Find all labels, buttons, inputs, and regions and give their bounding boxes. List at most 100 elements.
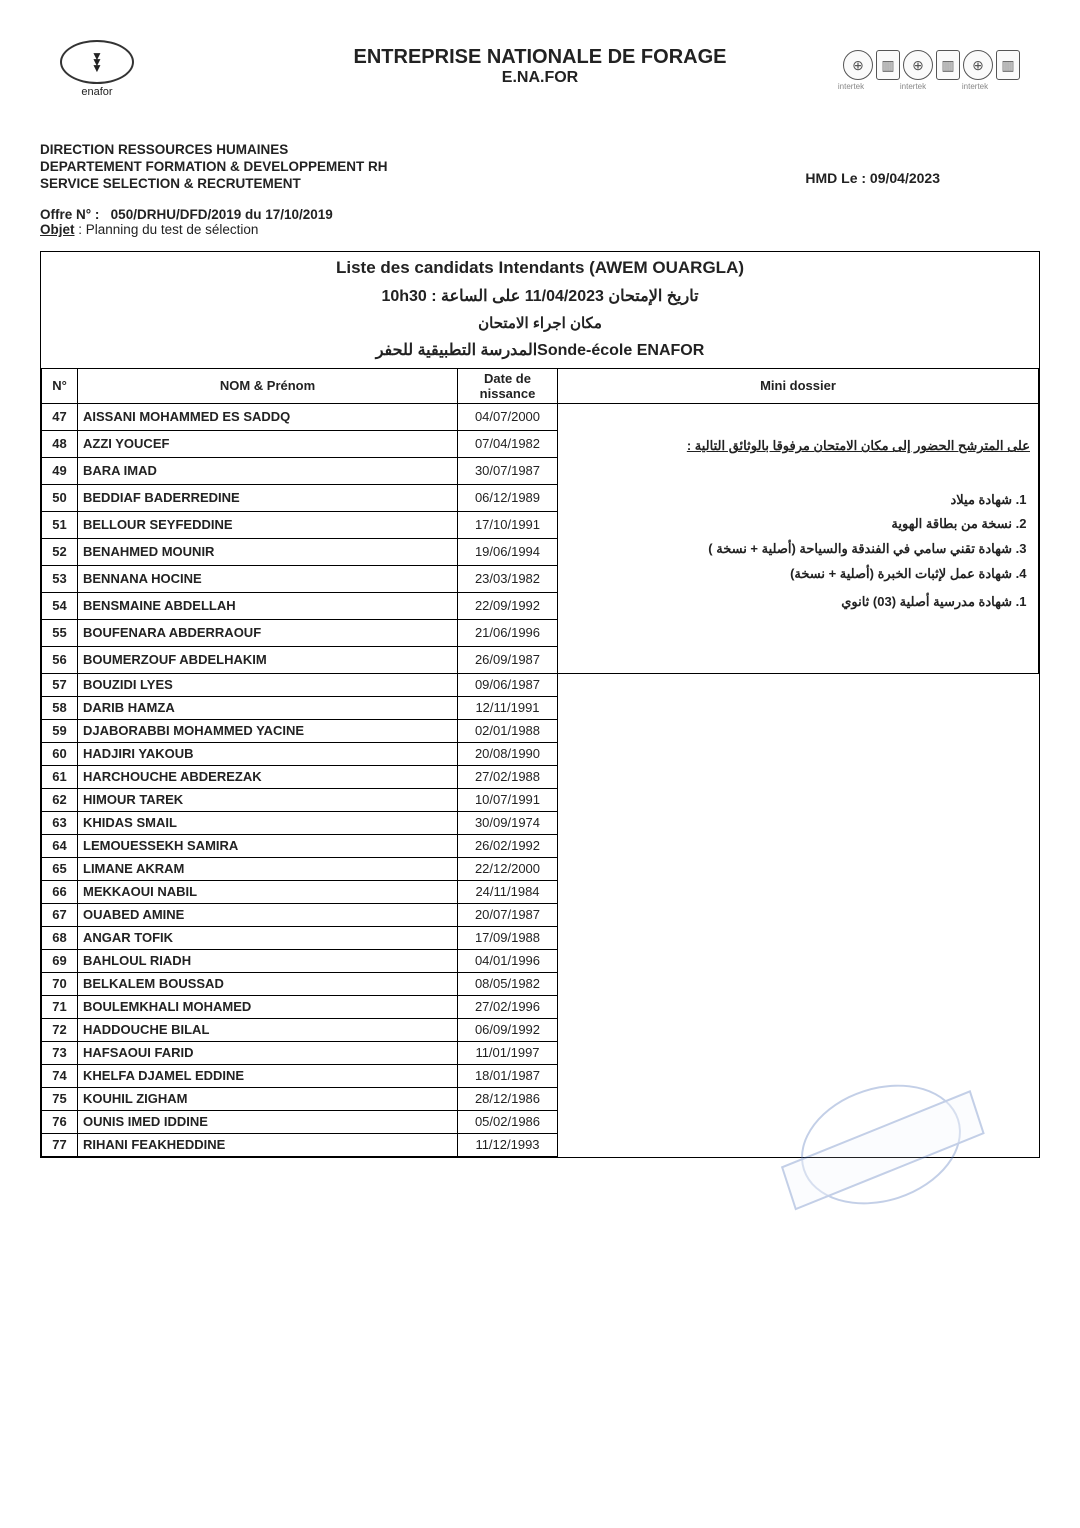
cell-name: OUABED AMINE — [78, 903, 458, 926]
cert-sublabels: intertek intertek intertek — [837, 82, 1020, 91]
table-row: 67OUABED AMINE20/07/1987 — [42, 903, 1039, 926]
objet-label: Objet — [40, 222, 75, 237]
table-row: 58DARIB HAMZA12/11/1991 — [42, 696, 1039, 719]
cert-sublabel: intertek — [961, 82, 989, 91]
cell-name: RIHANI FEAKHEDDINE — [78, 1133, 458, 1156]
table-row: 57BOUZIDI LYES09/06/1987 — [42, 673, 1039, 696]
cell-name: BELLOUR SEYFEDDINE — [78, 511, 458, 538]
cell-dob: 24/11/1984 — [458, 880, 558, 903]
cell-name: AISSANI MOHAMMED ES SADDQ — [78, 403, 458, 430]
cell-num: 60 — [42, 742, 78, 765]
cell-dob: 26/02/1992 — [458, 834, 558, 857]
globe-icon: ⊕ — [903, 50, 933, 80]
cell-dob: 17/09/1988 — [458, 926, 558, 949]
offre-value: 050/DRHU/DFD/2019 du 17/10/2019 — [111, 207, 333, 222]
cell-name: MEKKAOUI NABIL — [78, 880, 458, 903]
dossier-item: نسخة من بطاقة الهوية — [566, 512, 1012, 537]
cell-num: 59 — [42, 719, 78, 742]
cell-name: BENSMAINE ABDELLAH — [78, 592, 458, 619]
cell-dob: 22/09/1992 — [458, 592, 558, 619]
objet-line: Objet : Planning du test de sélection — [40, 222, 1040, 237]
table-row: 60HADJIRI YAKOUB20/08/1990 — [42, 742, 1039, 765]
cell-dob: 10/07/1991 — [458, 788, 558, 811]
cell-name: AZZI YOUCEF — [78, 430, 458, 457]
dossier-item: شهادة تقني سامي في الفندقة والسياحة (أصل… — [566, 537, 1012, 562]
school-line: المدرسة التطبيقية للحفرSonde-école ENAFO… — [41, 334, 1039, 368]
cell-num: 62 — [42, 788, 78, 811]
cell-dob: 22/12/2000 — [458, 857, 558, 880]
cell-dob: 27/02/1996 — [458, 995, 558, 1018]
cell-name: HADJIRI YAKOUB — [78, 742, 458, 765]
cell-name: DJABORABBI MOHAMMED YACINE — [78, 719, 458, 742]
cell-num: 76 — [42, 1110, 78, 1133]
table-row: 47AISSANI MOHAMMED ES SADDQ04/07/2000على… — [42, 403, 1039, 430]
cell-num: 53 — [42, 565, 78, 592]
dossier-item: شهادة عمل لإثبات الخبرة (أصلية + نسخة) — [566, 562, 1012, 587]
globe-icon: ⊕ — [963, 50, 993, 80]
cell-dob: 07/04/1982 — [458, 430, 558, 457]
cell-name: HARCHOUCHE ABDEREZAK — [78, 765, 458, 788]
page: ▼▼▼ enafor ⊕ ▥ ⊕ ▥ ⊕ ▥ intertek intertek… — [40, 40, 1040, 1158]
offre-label: Offre N° : — [40, 207, 99, 222]
table-row: 63KHIDAS SMAIL30/09/1974 — [42, 811, 1039, 834]
col-dob: Date de nissance — [458, 368, 558, 403]
cell-num: 48 — [42, 430, 78, 457]
cell-dob: 30/07/1987 — [458, 457, 558, 484]
cell-name: LIMANE AKRAM — [78, 857, 458, 880]
cell-num: 66 — [42, 880, 78, 903]
exam-place-label: مكان اجراء الامتحان — [41, 308, 1039, 334]
cell-num: 63 — [42, 811, 78, 834]
dossier-list: شهادة مدرسية أصلية (03) ثانوي — [566, 590, 1030, 615]
cell-dob: 28/12/1986 — [458, 1087, 558, 1110]
cell-num: 49 — [42, 457, 78, 484]
cell-num: 68 — [42, 926, 78, 949]
cell-name: BARA IMAD — [78, 457, 458, 484]
cell-dob: 26/09/1987 — [458, 646, 558, 673]
cell-name: BAHLOUL RIADH — [78, 949, 458, 972]
table-row: 64LEMOUESSEKH SAMIRA26/02/1992 — [42, 834, 1039, 857]
cell-dob: 06/12/1989 — [458, 484, 558, 511]
cell-name: BOUMERZOUF ABDELHAKIM — [78, 646, 458, 673]
cell-dob: 18/01/1987 — [458, 1064, 558, 1087]
table-row: 66MEKKAOUI NABIL24/11/1984 — [42, 880, 1039, 903]
cell-name: BENNANA HOCINE — [78, 565, 458, 592]
table-row: 62HIMOUR TAREK10/07/1991 — [42, 788, 1039, 811]
cell-num: 54 — [42, 592, 78, 619]
cell-num: 64 — [42, 834, 78, 857]
cert-icon: ▥ — [936, 50, 960, 80]
cert-badges: ⊕ ▥ ⊕ ▥ ⊕ ▥ — [843, 50, 1020, 80]
objet-value: : Planning du test de sélection — [78, 222, 258, 237]
chevron-down-icon: ▼▼▼ — [91, 53, 103, 71]
logo-text: enafor — [60, 86, 134, 98]
col-num: N° — [42, 368, 78, 403]
cell-name: HIMOUR TAREK — [78, 788, 458, 811]
cell-num: 73 — [42, 1041, 78, 1064]
cell-name: KOUHIL ZIGHAM — [78, 1087, 458, 1110]
cell-name: KHELFA DJAMEL EDDINE — [78, 1064, 458, 1087]
cell-dob: 11/01/1997 — [458, 1041, 558, 1064]
cert-sublabel: intertek — [899, 82, 927, 91]
cell-name: HADDOUCHE BILAL — [78, 1018, 458, 1041]
cell-name: BEDDIAF BADERREDINE — [78, 484, 458, 511]
cell-num: 58 — [42, 696, 78, 719]
col-name: NOM & Prénom — [78, 368, 458, 403]
cell-num: 65 — [42, 857, 78, 880]
cell-name: LEMOUESSEKH SAMIRA — [78, 834, 458, 857]
dossier-intro: على المترشح الحضور إلى مكان الامتحان مرف… — [566, 434, 1030, 459]
cell-num: 69 — [42, 949, 78, 972]
content-frame: Liste des candidats Intendants (AWEM OUA… — [40, 251, 1040, 1158]
cell-name: ANGAR TOFIK — [78, 926, 458, 949]
cell-num: 77 — [42, 1133, 78, 1156]
cell-num: 57 — [42, 673, 78, 696]
cell-dob: 04/01/1996 — [458, 949, 558, 972]
cell-num: 55 — [42, 619, 78, 646]
table-row: 61HARCHOUCHE ABDEREZAK27/02/1988 — [42, 765, 1039, 788]
cell-dob: 30/09/1974 — [458, 811, 558, 834]
cell-num: 52 — [42, 538, 78, 565]
cell-dob: 02/01/1988 — [458, 719, 558, 742]
cell-num: 50 — [42, 484, 78, 511]
school-name-ar: المدرسة التطبيقية للحفر — [376, 342, 537, 359]
dossier-list: شهادة ميلادنسخة من بطاقة الهويةشهادة تقن… — [566, 488, 1030, 587]
dossier-item: شهادة ميلاد — [566, 488, 1012, 513]
cell-name: BOUZIDI LYES — [78, 673, 458, 696]
